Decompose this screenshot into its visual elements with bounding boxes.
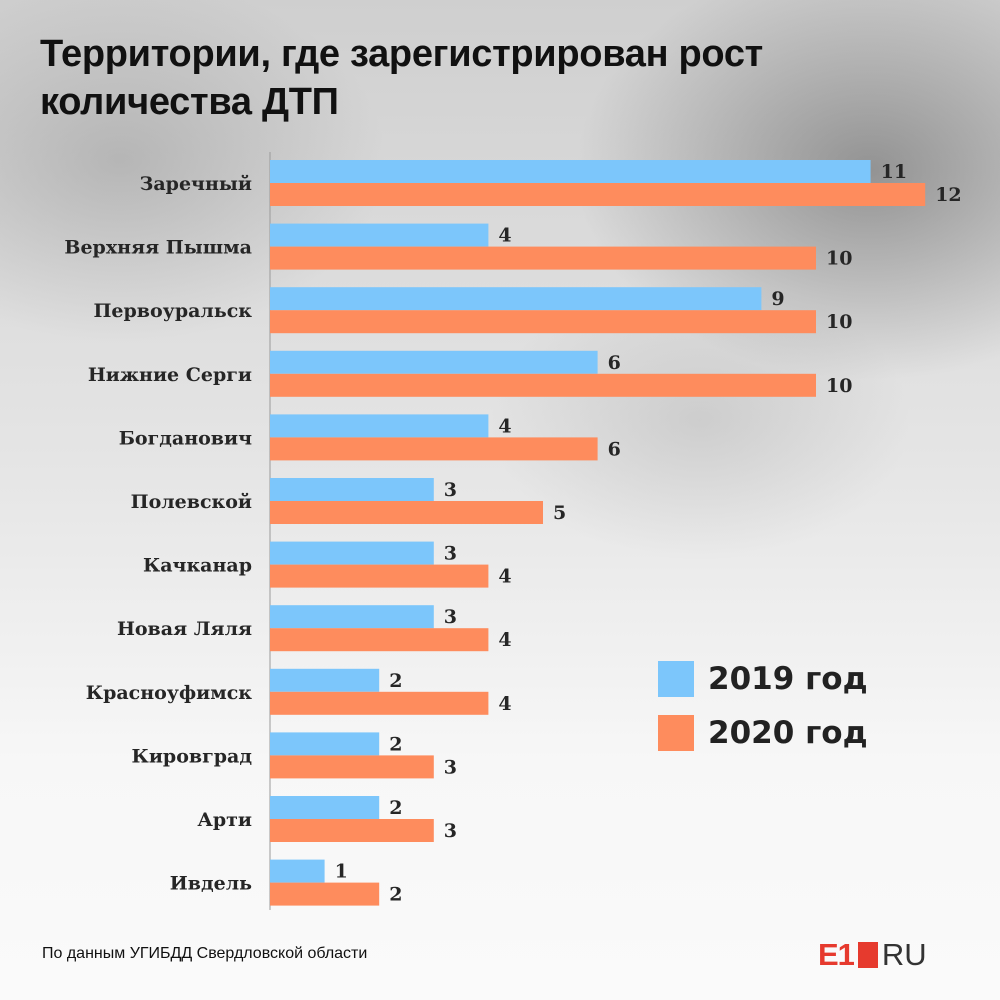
bar-2020 bbox=[270, 691, 489, 715]
category-label: Красноуфимск bbox=[86, 682, 252, 704]
value-label-2019: 2 bbox=[389, 733, 402, 755]
category-label: Качканар bbox=[143, 555, 252, 577]
bar-2020 bbox=[270, 373, 816, 397]
value-label-2020: 3 bbox=[444, 756, 457, 778]
bar-2019 bbox=[270, 605, 434, 629]
value-label-2019: 1 bbox=[335, 861, 348, 883]
bar-2020 bbox=[270, 501, 543, 524]
bar-2020 bbox=[270, 882, 380, 906]
value-label-2020: 2 bbox=[389, 884, 402, 906]
value-label-2019: 9 bbox=[771, 288, 784, 310]
bar-2020 bbox=[270, 755, 434, 779]
value-label-2019: 2 bbox=[389, 797, 402, 819]
category-label: Арти bbox=[197, 809, 252, 831]
value-label-2020: 4 bbox=[498, 566, 511, 588]
category-label: Ивдель bbox=[170, 873, 252, 895]
category-label: Верхняя Пышма bbox=[64, 237, 252, 259]
e1-logo: E1 RU bbox=[818, 937, 927, 972]
bar-2020 bbox=[270, 183, 926, 206]
legend-swatch-2020 bbox=[658, 715, 694, 751]
legend-swatch-2019 bbox=[658, 661, 694, 697]
legend: 2019 год 2020 год bbox=[658, 652, 868, 760]
bar-2019 bbox=[270, 859, 325, 883]
category-label: Богданович bbox=[119, 427, 252, 449]
logo-e1-text: E1 bbox=[818, 937, 855, 972]
value-label-2020: 12 bbox=[935, 184, 961, 206]
bar-2019 bbox=[270, 732, 380, 756]
bar-2020 bbox=[270, 437, 598, 461]
chart-title: Территории, где зарегистрирован рост кол… bbox=[40, 33, 763, 123]
legend-item-2019: 2019 год bbox=[658, 652, 868, 706]
bar-2019 bbox=[270, 350, 598, 374]
category-label: Полевской bbox=[131, 491, 252, 513]
bar-2020 bbox=[270, 246, 816, 270]
category-label: Новая Ляля bbox=[117, 618, 252, 640]
value-label-2020: 4 bbox=[498, 629, 511, 651]
bar-2020 bbox=[270, 628, 489, 652]
value-label-2019: 2 bbox=[389, 670, 402, 692]
value-label-2020: 6 bbox=[608, 438, 621, 460]
value-label-2020: 10 bbox=[826, 375, 852, 397]
value-label-2019: 3 bbox=[444, 479, 457, 501]
value-label-2020: 5 bbox=[553, 502, 566, 524]
bar-2020 bbox=[270, 310, 816, 334]
category-label: Заречный bbox=[140, 173, 252, 195]
legend-item-2020: 2020 год bbox=[658, 706, 868, 760]
bar-2019 bbox=[270, 478, 434, 501]
bar-2019 bbox=[270, 287, 762, 311]
value-label-2020: 3 bbox=[444, 820, 457, 842]
bar-2019 bbox=[270, 223, 489, 247]
bar-2020 bbox=[270, 819, 434, 842]
legend-label-2020: 2020 год bbox=[708, 715, 868, 751]
logo-square-icon bbox=[857, 942, 878, 968]
bar-2019 bbox=[270, 796, 380, 819]
value-label-2019: 3 bbox=[444, 543, 457, 565]
bar-2019 bbox=[270, 414, 489, 438]
value-label-2020: 4 bbox=[498, 693, 511, 715]
category-label: Нижние Серги bbox=[88, 364, 252, 386]
logo-ru-text: RU bbox=[881, 937, 927, 972]
bar-2019 bbox=[270, 160, 871, 183]
bar-2020 bbox=[270, 564, 489, 588]
value-label-2019: 11 bbox=[881, 161, 907, 183]
category-label: Первоуральск bbox=[93, 300, 252, 322]
value-label-2020: 10 bbox=[826, 248, 852, 270]
value-label-2020: 10 bbox=[826, 311, 852, 333]
legend-label-2019: 2019 год bbox=[708, 661, 868, 697]
category-label: Кировград bbox=[132, 745, 253, 767]
bar-2019 bbox=[270, 668, 380, 692]
bar-2019 bbox=[270, 541, 434, 565]
value-label-2019: 6 bbox=[608, 352, 621, 374]
source-note: По данным УГИБДД Свердловской области bbox=[42, 945, 368, 962]
value-label-2019: 4 bbox=[498, 225, 511, 247]
value-label-2019: 3 bbox=[444, 606, 457, 628]
value-label-2019: 4 bbox=[498, 415, 511, 437]
